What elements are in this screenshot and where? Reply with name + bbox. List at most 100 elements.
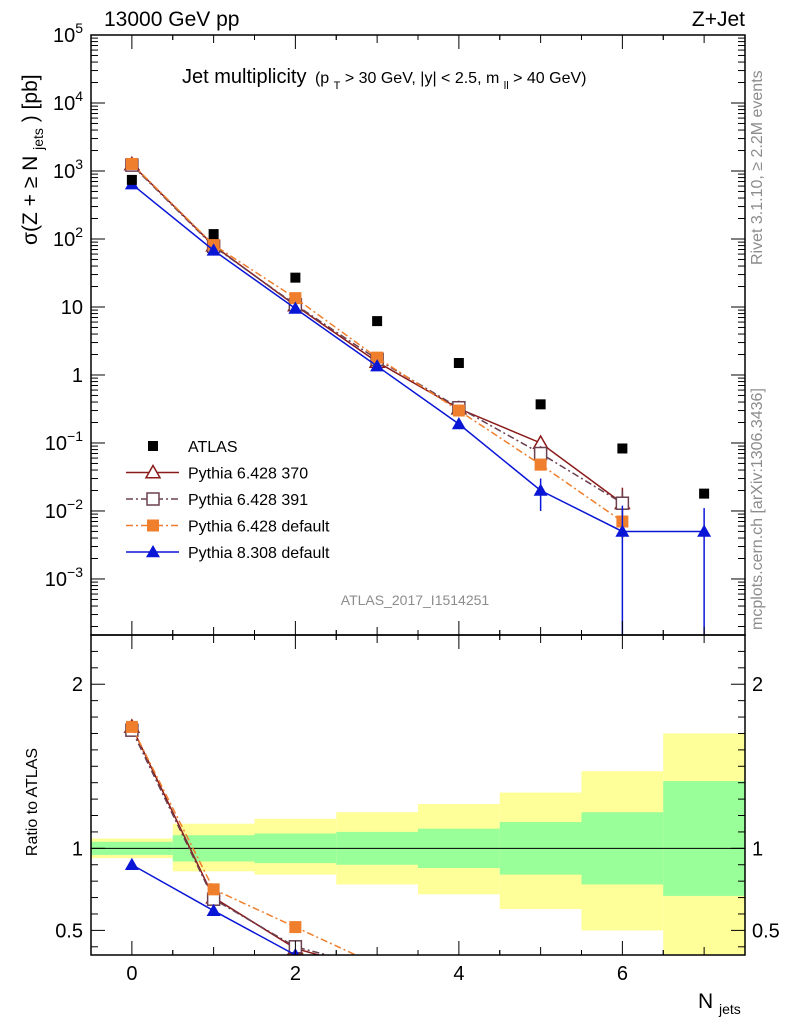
ratio-point-pythia-6-428-default [535, 985, 547, 997]
y-tick-label: 103 [53, 156, 83, 183]
x-axis-ticks: 0 2 4 6 [126, 35, 705, 985]
ratio-point-pythia-6-428-default [371, 959, 383, 971]
ratio-panel: 0 2 4 6 0.5 0.5 1 1 2 2 [55, 35, 780, 1009]
data-point-pythia-6-428-default [452, 404, 465, 417]
data-point-pythia-8-308-default [697, 524, 712, 537]
x-tick-label: 2 [290, 963, 301, 985]
plot-title-cut-sub2: ll [504, 80, 509, 92]
y-tick-label: 105 [53, 20, 83, 47]
data-point-atlas [453, 358, 464, 369]
legend-marker-pythia-6-428-370 [144, 463, 162, 479]
legend-marker-pythia-6-428-391 [146, 492, 160, 506]
ratio-point-pythia-8-308-default [615, 996, 629, 1008]
legend-entry-pythia-6-428-default: Pythia 6.428 default [126, 519, 330, 536]
data-point-pythia-8-308-default [451, 417, 466, 430]
legend-label-pythia-8-308-default: Pythia 8.308 default [188, 545, 330, 562]
ratio-point-pythia-6-428-default [289, 921, 302, 934]
legend-marker-pythia-6-428-default [147, 519, 159, 532]
ratio-point-pythia-6-428-default [616, 993, 628, 1005]
data-point-atlas [372, 316, 383, 327]
ratio-y-tick-label-left: 0.5 [55, 920, 83, 942]
data-point-pythia-6-428-default [289, 292, 302, 305]
header-right: Z+Jet [692, 8, 745, 31]
y-tick-label: 102 [53, 224, 83, 251]
y-tick-label: 104 [53, 88, 83, 115]
y-axis-label-main: σ(Z + ≥ N jets ) [pb] [19, 74, 48, 245]
data-point-atlas [126, 174, 137, 185]
legend: ATLAS Pythia 6.428 370 Pythia 6.428 391 Pyt… [126, 439, 330, 562]
ratio-y-tick-label-right: 0.5 [752, 920, 780, 942]
main-series [123, 155, 712, 635]
legend-label-atlas: ATLAS [188, 439, 238, 456]
y-axis-label-ratio: Ratio to ATLAS [24, 748, 41, 856]
ratio-y-tick-label-left: 1 [72, 838, 83, 860]
x-tick-label: 6 [617, 963, 628, 985]
ratio-series [123, 718, 711, 1009]
ratio-y-tick-label-right: 1 [752, 838, 763, 860]
analysis-watermark: ATLAS_2017_I1514251 [341, 592, 490, 608]
mcplots-label: mcplots.cern.ch [arXiv:1306.3436] [749, 388, 766, 630]
main-panel: 10−3 10−2 10−1 1 10 102 103 104 105 [45, 20, 746, 636]
series-line-pythia-8-308-default [131, 183, 705, 533]
data-point-atlas [290, 272, 301, 283]
x-tick-label: 0 [126, 963, 137, 985]
header-left: 13000 GeV pp [104, 8, 239, 31]
y-tick-label: 1 [72, 365, 83, 387]
x-axis-label: N jets [698, 990, 741, 1017]
y-axis-label-main-sub: jets [30, 128, 46, 151]
plot-title-cut-mid: > 30 GeV, |y| < 2.5, m [345, 70, 499, 87]
plot-title-cut-open: (p [315, 70, 329, 87]
ratio-point-pythia-6-428-391 [371, 962, 383, 974]
ratio-point-pythia-6-428-370 [534, 961, 548, 973]
legend-entry-pythia-8-308-default: Pythia 8.308 default [126, 545, 330, 562]
data-point-pythia-8-308-default [370, 359, 385, 372]
legend-entry-pythia-6-428-391: Pythia 6.428 391 [126, 492, 308, 509]
data-point-pythia-6-428-391 [533, 446, 548, 461]
x-axis-label-text: N [698, 990, 713, 1013]
data-point-atlas [535, 399, 546, 410]
main-y-axis-ticks: 10−3 10−2 10−1 1 10 102 103 104 105 [45, 20, 745, 628]
data-point-pythia-8-308-default [288, 301, 303, 314]
legend-label-pythia-6-428-391: Pythia 6.428 391 [188, 492, 308, 509]
legend-marker-pythia-8-308-default [146, 545, 160, 558]
ratio-point-pythia-8-308-default [370, 969, 384, 981]
data-point-pythia-8-308-default [206, 243, 221, 256]
plot-title-cut-sub1: T [334, 80, 341, 92]
ratio-point-pythia-6-428-391 [535, 975, 547, 987]
legend-entry-pythia-6-428-370: Pythia 6.428 370 [126, 463, 308, 483]
data-point-pythia-8-308-default [615, 524, 630, 537]
x-axis-label-sub: jets [718, 1001, 741, 1017]
ratio-point-pythia-8-308-default [697, 959, 711, 971]
ratio-point-pythia-6-428-default [125, 720, 138, 733]
plot-title: Jet multiplicity (p T > 30 GeV, |y| < 2.… [182, 66, 586, 93]
plot-title-cut-close: > 40 GeV) [513, 70, 586, 87]
ratio-y-tick-label-right: 2 [752, 674, 763, 696]
ratio-point-pythia-6-428-370 [370, 964, 384, 976]
green-band-7 [663, 781, 745, 896]
rivet-version-label: Rivet 3.1.10, ≥ 2.2M events [749, 70, 766, 265]
data-point-pythia-6-428-default [534, 458, 547, 471]
y-tick-label: 10 [61, 297, 83, 319]
legend-label-pythia-6-428-370: Pythia 6.428 370 [188, 466, 308, 483]
uncertainty-bands [91, 733, 745, 955]
y-tick-label: 10−2 [45, 496, 83, 523]
plot-title-main: Jet multiplicity [182, 66, 306, 88]
data-point-pythia-6-428-default [371, 351, 384, 364]
y-axis-label-main-text: σ(Z + ≥ N [19, 156, 42, 245]
data-point-atlas [699, 488, 710, 499]
data-point-atlas [617, 443, 628, 454]
y-axis-label-main-close: ) [pb] [19, 74, 42, 122]
ratio-point-pythia-8-308-default [124, 857, 139, 870]
ratio-y-axis-ticks: 0.5 0.5 1 1 2 2 [55, 634, 780, 948]
ratio-point-pythia-8-308-default [452, 984, 466, 996]
ratio-point-pythia-6-428-default [207, 883, 220, 896]
data-point-atlas [208, 229, 219, 240]
ratio-line-pythia-8-308-default [131, 864, 299, 955]
legend-label-pythia-6-428-default: Pythia 6.428 default [188, 519, 330, 536]
y-tick-label: 10−1 [45, 428, 83, 455]
y-tick-label: 10−3 [45, 564, 83, 591]
data-point-pythia-8-308-default [533, 483, 548, 496]
legend-entry-atlas: ATLAS [148, 439, 238, 456]
ratio-point-pythia-8-308-default [534, 997, 548, 1009]
